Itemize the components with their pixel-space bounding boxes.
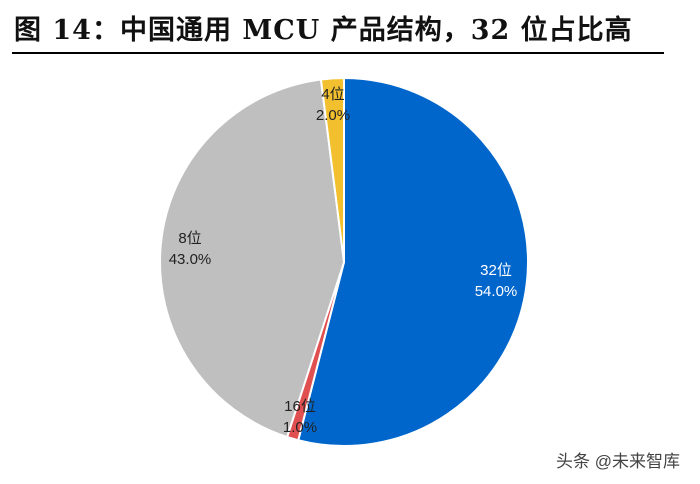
title-rule xyxy=(12,52,664,54)
slice-name-3: 4位 xyxy=(321,86,344,103)
chart-title: 图 14：中国通用 MCU 产品结构，32 位占比高 xyxy=(14,15,633,46)
slice-value-2: 43.0% xyxy=(169,251,212,268)
pie-slice-3 xyxy=(319,76,345,263)
pie-slice-2 xyxy=(159,78,346,439)
slice-name-2: 8位 xyxy=(178,230,201,247)
slice-label-2: 8位 43.0% xyxy=(169,230,212,268)
slice-name-0: 32位 xyxy=(480,262,512,279)
pie-slice-0 xyxy=(297,76,529,447)
slice-label-3: 4位 2.0% xyxy=(316,86,350,124)
slice-name-1: 16位 xyxy=(284,398,316,415)
slice-value-1: 1.0% xyxy=(283,419,317,436)
slice-value-3: 2.0% xyxy=(316,107,350,124)
slice-label-1: 16位 1.0% xyxy=(283,398,317,436)
slice-value-0: 54.0% xyxy=(475,283,518,300)
slice-label-0: 32位 54.0% xyxy=(475,262,518,300)
watermark: 头条 @未来智库 xyxy=(556,452,680,471)
